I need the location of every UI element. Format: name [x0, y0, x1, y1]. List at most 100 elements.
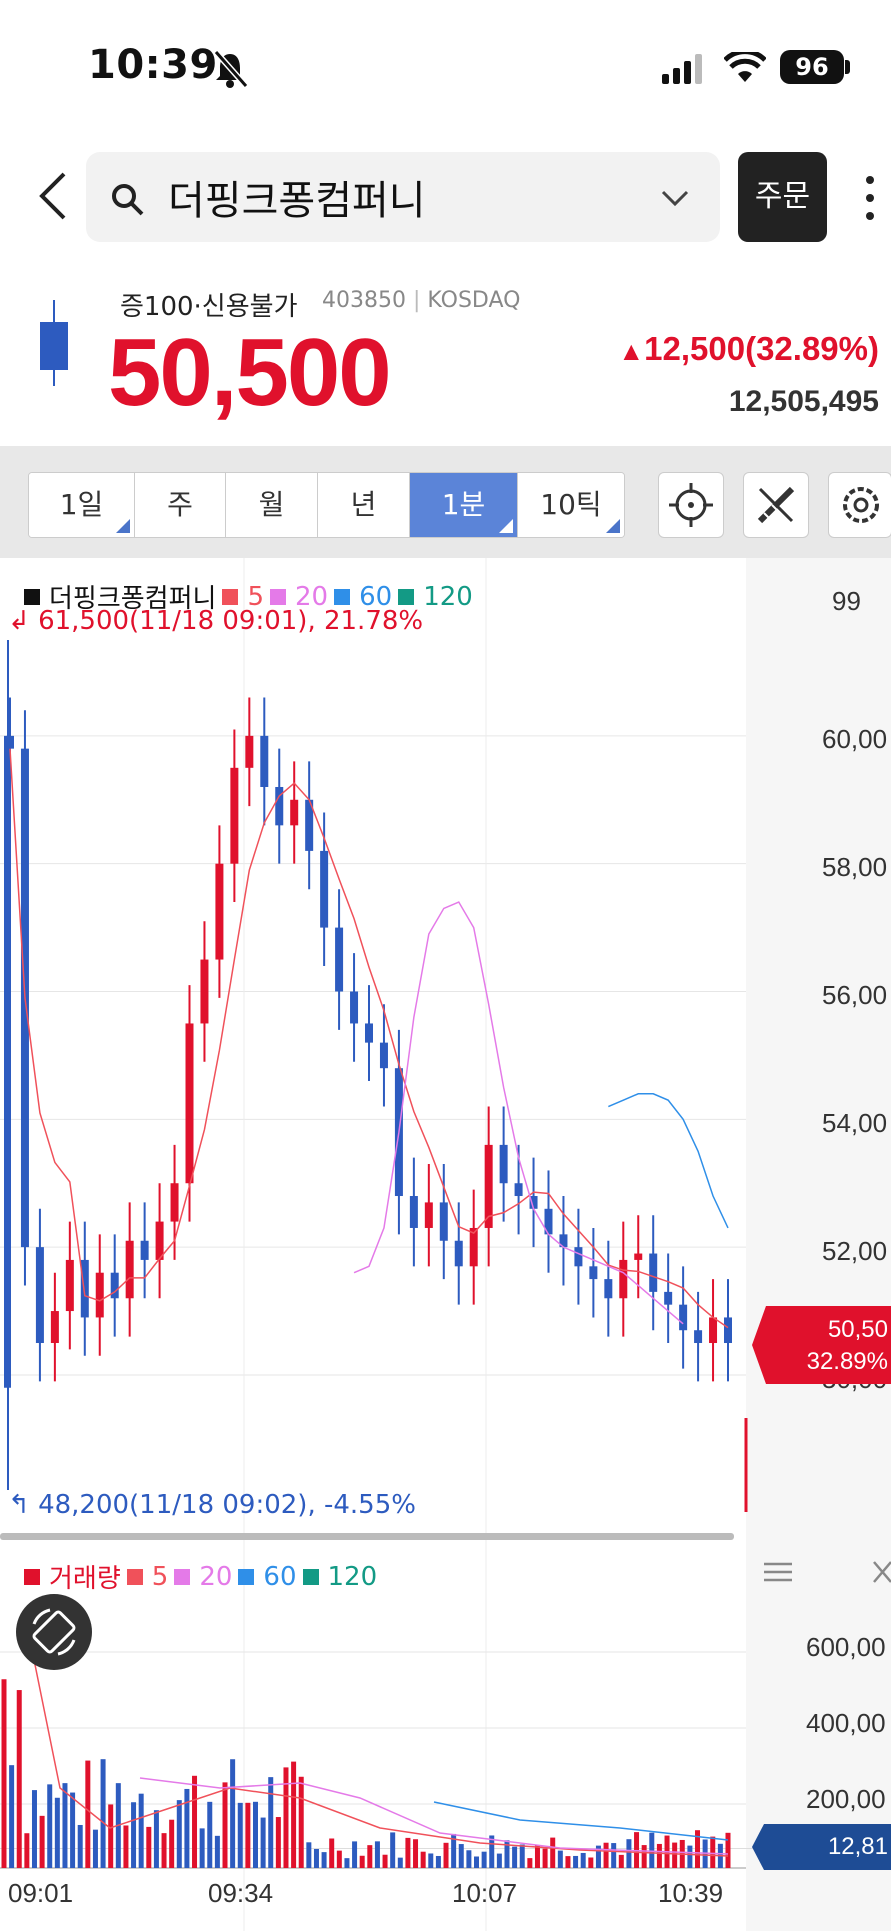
volume-bar	[649, 1832, 655, 1868]
volume-bar	[573, 1855, 579, 1868]
volume-bar	[336, 1850, 342, 1868]
legend-ma120: 120	[423, 581, 473, 612]
volume-bar	[550, 1837, 556, 1868]
more-icon[interactable]	[860, 172, 880, 224]
tab-10tick[interactable]: 10틱	[518, 473, 624, 537]
candle	[634, 1253, 643, 1260]
volume-bar	[199, 1828, 205, 1868]
volume-bar	[504, 1840, 510, 1868]
dropdown-corner-icon	[116, 519, 130, 533]
order-button[interactable]: 주문	[738, 152, 827, 242]
volume-bar	[313, 1848, 319, 1868]
legend-stock-name: 더핑크퐁컴퍼니	[49, 584, 217, 614]
volume-bar	[443, 1842, 449, 1868]
period-tabs: 1일 주 월 년 1분 10틱	[28, 472, 625, 538]
legend-ma60: 60	[359, 581, 393, 612]
volume-bar	[458, 1844, 464, 1868]
candle	[230, 767, 239, 864]
menu-icon[interactable]	[762, 1560, 794, 1584]
volume-bar	[512, 1846, 518, 1868]
volume-tag-shape	[752, 1824, 891, 1870]
candle	[604, 1279, 613, 1299]
volume-bar	[245, 1802, 251, 1868]
crosshair-button[interactable]	[658, 472, 724, 538]
candle	[365, 1023, 373, 1043]
chart-settings-button[interactable]	[828, 472, 891, 538]
legend-swatch	[238, 1568, 255, 1585]
x-tick: 09:01	[8, 1878, 74, 1908]
high-price-text: 61,500(11/18 09:01), 21.78%	[38, 606, 424, 636]
candle	[724, 1317, 732, 1344]
candle	[260, 735, 269, 787]
candle	[80, 1259, 89, 1318]
volume-bar	[695, 1830, 701, 1868]
volume-bar	[321, 1852, 327, 1868]
volume-bar	[329, 1838, 335, 1868]
close-icon[interactable]	[872, 1560, 891, 1584]
tab-week[interactable]: 주	[135, 473, 226, 537]
y-tick: 60,00	[822, 724, 888, 754]
volume-bar	[595, 1845, 601, 1868]
volume-bar	[672, 1842, 678, 1868]
volume-bar	[641, 1845, 647, 1868]
chevron-down-icon[interactable]	[660, 188, 690, 208]
volume-bar	[192, 1775, 198, 1868]
volume-bar	[428, 1853, 434, 1868]
legend-swatch	[270, 588, 286, 605]
volume-bar	[725, 1832, 731, 1868]
tab-year[interactable]: 년	[318, 473, 410, 537]
volume-bar	[54, 1797, 60, 1868]
rotate-screen-button[interactable]	[16, 1594, 92, 1670]
y-tick: 54,00	[822, 1108, 888, 1138]
ma20-line	[353, 901, 684, 1325]
stock-code: 403850	[322, 288, 406, 313]
volume-bar	[565, 1856, 571, 1868]
candle	[185, 1023, 194, 1184]
candle	[305, 799, 314, 851]
volume-bar	[184, 1788, 190, 1868]
candle	[95, 1272, 104, 1318]
candle	[125, 1240, 134, 1299]
search-input[interactable]: 더핑크퐁컴퍼니	[168, 178, 426, 224]
volume-bar	[588, 1857, 594, 1868]
y-tick: 56,00	[822, 980, 888, 1010]
volume-bar	[275, 1817, 281, 1868]
tab-1day[interactable]: 1일	[29, 473, 135, 537]
candle	[559, 1234, 568, 1248]
candle	[544, 1208, 553, 1235]
battery-tip	[845, 60, 850, 74]
stock-search-box[interactable]	[86, 152, 720, 242]
tab-month[interactable]: 월	[226, 473, 318, 537]
candle	[694, 1330, 703, 1344]
volume-bar	[222, 1782, 228, 1868]
arrow-down-icon: ↲	[8, 606, 30, 636]
volume-bar	[451, 1833, 457, 1868]
price-chart[interactable]	[0, 558, 891, 1931]
y-tick: 99	[832, 586, 861, 616]
volume-bar	[382, 1854, 388, 1868]
volume-bar	[291, 1761, 297, 1868]
volume-bar	[580, 1852, 586, 1868]
candle	[379, 1042, 388, 1069]
volume-bar	[534, 1845, 540, 1868]
candle	[245, 735, 254, 768]
current-volume-tag: 12,81	[827, 1833, 888, 1860]
candle	[439, 1202, 448, 1241]
tab-label: 월	[258, 488, 285, 521]
volume-y-tick: 400,00	[806, 1708, 886, 1738]
tab-1min[interactable]: 1분	[410, 473, 518, 537]
price-tag-shape	[752, 1306, 891, 1384]
volume-bar	[306, 1842, 312, 1868]
crosshair-icon	[669, 483, 713, 527]
stock-code-market: 403850 | KOSDAQ	[322, 288, 521, 313]
volume-bar	[70, 1792, 76, 1868]
back-icon[interactable]	[34, 170, 74, 222]
volume-bar	[626, 1839, 632, 1868]
y-tick: 52,00	[822, 1236, 888, 1266]
volume-bar	[100, 1759, 106, 1868]
drawing-tools-button[interactable]	[743, 472, 809, 538]
volume-bar	[123, 1825, 129, 1868]
volume-legend-name: 거래량	[49, 1564, 121, 1594]
volume-bar	[344, 1858, 350, 1868]
volume-bar	[367, 1845, 373, 1868]
